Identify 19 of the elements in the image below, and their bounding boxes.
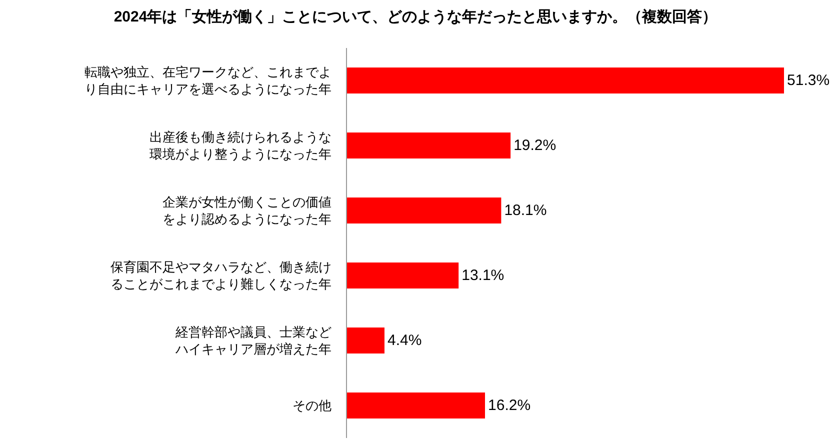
bar xyxy=(347,328,384,354)
y-tick-label: その他 xyxy=(292,398,332,414)
bar xyxy=(347,198,502,224)
bar xyxy=(347,132,511,158)
data-label: 13.1% xyxy=(462,267,504,284)
y-tick-label: 出産後も働き続けられるような環境がより整うようになった年 xyxy=(149,130,332,162)
bar xyxy=(347,68,784,94)
y-tick-label: 経営幹部や議員、士業などハイキャリア層が増えた年 xyxy=(174,324,332,356)
y-tick-label: 企業が女性が働くことの価値をより認めるようになった年 xyxy=(162,194,332,226)
data-label: 51.3% xyxy=(787,72,830,89)
bar xyxy=(347,392,485,418)
chart-title: 2024年は「女性が働く」ことについて、どのような年だったと思いますか。（複数回答） xyxy=(114,8,718,26)
data-label: 18.1% xyxy=(504,202,547,219)
data-label: 19.2% xyxy=(514,137,556,154)
data-label: 4.4% xyxy=(387,332,422,349)
y-tick-label: 保育園不足やマタハラなど、働き続けることがこれまでより難しくなった年 xyxy=(110,260,332,292)
data-label: 16.2% xyxy=(488,397,531,414)
y-tick-label: 転職や独立、在宅ワークなど、これまでより自由にキャリアを選べるようになった年 xyxy=(84,64,332,96)
bar xyxy=(347,262,459,288)
